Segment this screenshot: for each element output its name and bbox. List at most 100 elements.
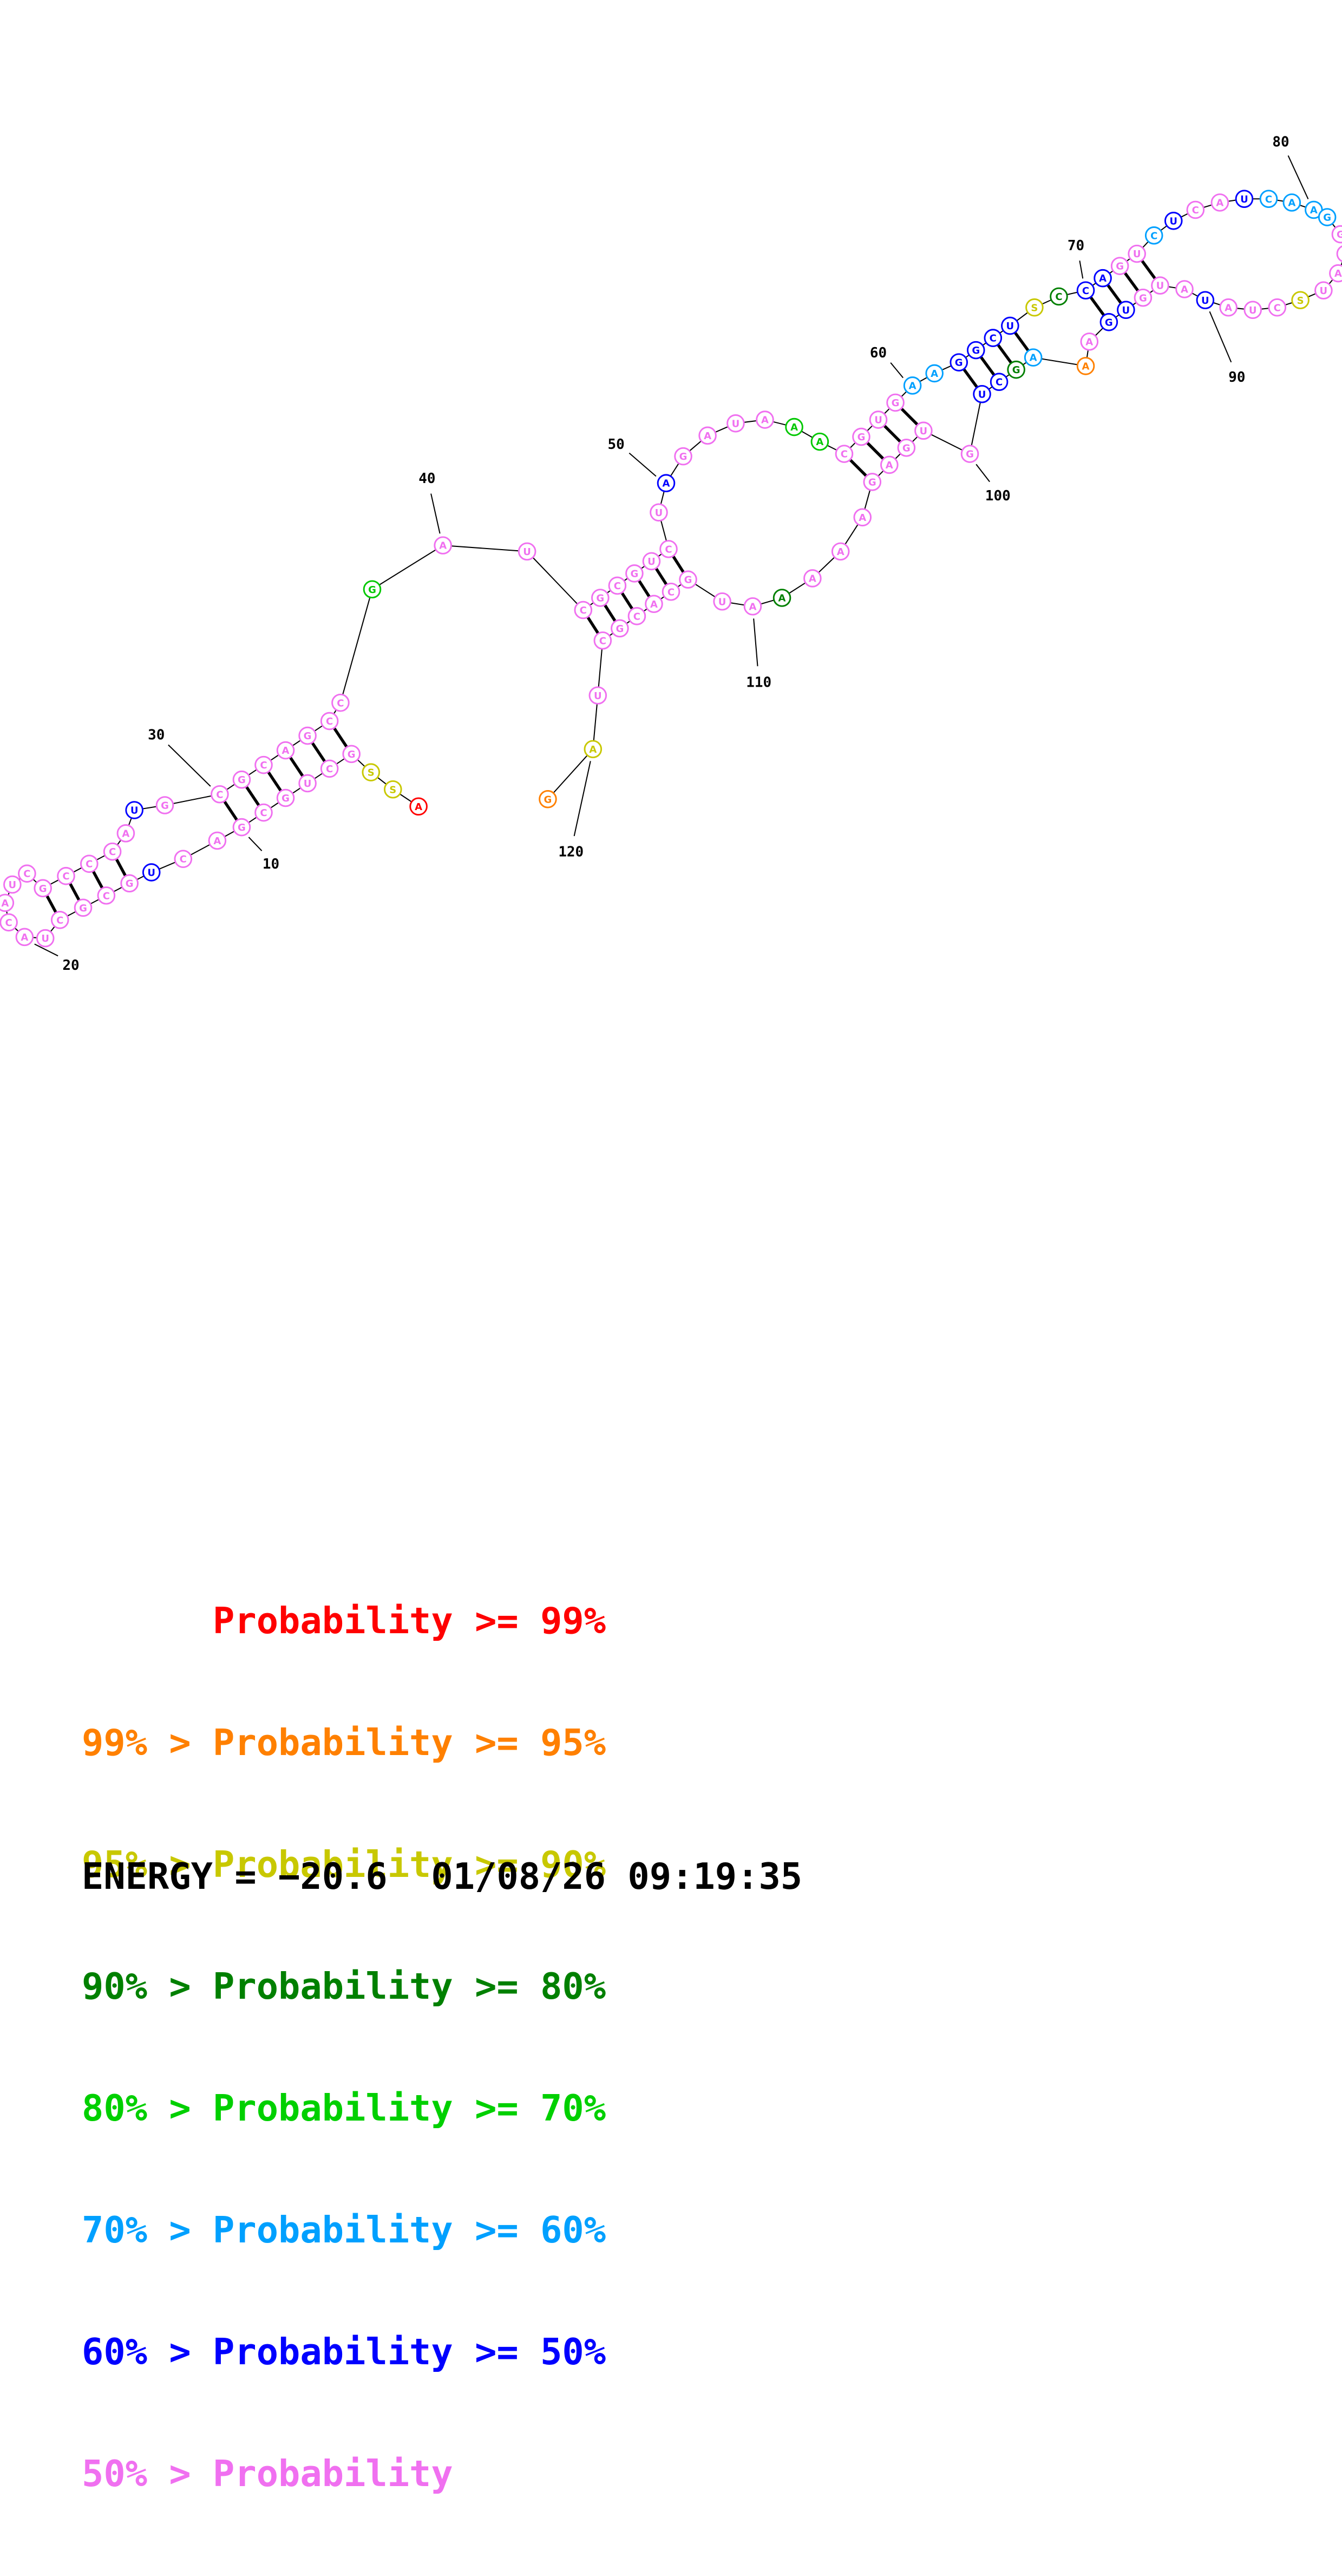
nucleotide-circle: [863, 473, 882, 491]
nucleotide-letter: G: [126, 878, 134, 890]
legend-row-below-50: 50% > Probability: [82, 2453, 453, 2495]
nucleotide-circle: [1329, 264, 1342, 283]
nucleotide-letter: G: [79, 903, 87, 914]
probability-legend: Probability >= 99% 99% > Probability >= …: [82, 1519, 606, 2575]
nucleotide-circle: [611, 619, 629, 638]
nucleotide-letter: U: [1133, 249, 1141, 260]
nucleotide-circle: [591, 589, 610, 607]
nucleotide-circle: [320, 712, 339, 731]
nucleotide-circle: [1151, 276, 1169, 295]
label-tick: [168, 744, 211, 787]
nucleotide-circle: [1076, 357, 1095, 375]
nucleotide-circle: [362, 763, 381, 781]
nucleotide-letter: A: [778, 593, 786, 604]
nucleotide-circle: [627, 607, 646, 625]
nucleotide-circle: [835, 445, 854, 463]
nucleotide-letter: A: [439, 540, 447, 552]
nucleotide-circle: [363, 580, 382, 599]
nucleotide-letter: U: [304, 778, 312, 790]
nucleotide-circle: [80, 855, 99, 873]
nucleotide-letter: G: [282, 793, 290, 804]
nucleotide-letter: C: [216, 789, 223, 800]
nucleotide-letter: C: [326, 716, 333, 727]
nucleotide-letter: A: [749, 601, 756, 612]
nucleotide-circle: [232, 818, 251, 837]
nucleotide-circle: [1314, 281, 1333, 300]
nucleotide-letter: G: [238, 774, 246, 786]
label-tick: [573, 761, 591, 837]
nucleotide-circle: [1175, 280, 1194, 298]
nucleotide-letter: U: [655, 507, 663, 519]
nucleotide-circle: [1196, 291, 1215, 310]
nucleotide-circle: [1186, 200, 1205, 219]
nucleotide-circle: [674, 447, 692, 466]
nucleotide-circle: [925, 364, 944, 383]
label-tick: [248, 837, 263, 851]
nucleotide-circle: [810, 432, 829, 451]
nucleotide-circle: [1110, 257, 1129, 275]
nucleotide-letter: C: [996, 377, 1003, 388]
nucleotide-letter: A: [1216, 198, 1223, 209]
position-label: 120: [558, 844, 584, 860]
position-label: 100: [985, 488, 1011, 504]
nucleotide-letter: G: [868, 477, 876, 488]
nucleotide-circle: [698, 426, 717, 445]
position-label: 40: [418, 471, 435, 487]
nucleotide-letter: G: [631, 568, 639, 579]
nucleotide-circle: [34, 879, 52, 898]
nucleotide-letter: A: [1225, 302, 1232, 314]
nucleotide-letter: G: [955, 357, 963, 369]
position-label: 110: [746, 674, 771, 690]
nucleotide-circle: [880, 455, 899, 474]
nucleotide-circle: [897, 439, 916, 457]
nucleotide-letter: C: [62, 871, 69, 882]
label-tick: [890, 362, 904, 379]
nucleotide-letter: A: [809, 573, 816, 584]
nucleotide-circle: [966, 341, 985, 360]
nucleotide-letter: G: [684, 575, 692, 586]
nucleotide-letter: A: [1, 898, 9, 909]
nucleotide-circle: [984, 329, 1003, 347]
backbone-line: [547, 748, 594, 800]
nucleotide-letter: U: [920, 426, 928, 437]
label-tick: [1209, 311, 1232, 363]
nucleotide-circle: [990, 373, 1009, 391]
nucleotide-letter: G: [1116, 261, 1124, 272]
nucleotide-circle: [645, 595, 663, 614]
nucleotide-circle: [15, 928, 34, 947]
nucleotide-circle: [1076, 281, 1095, 300]
nucleotide-letter: C: [599, 635, 606, 647]
nucleotide-circle: [914, 421, 933, 440]
nucleotide-letter: A: [663, 478, 670, 490]
backbone-line: [443, 545, 527, 552]
nucleotide-letter: A: [1099, 273, 1107, 284]
nucleotide-circle: [3, 875, 22, 894]
position-label: 50: [608, 436, 625, 453]
nucleotide-letter: A: [886, 460, 893, 471]
backbone-line: [165, 793, 220, 806]
nucleotide-letter: S: [1031, 302, 1038, 314]
nucleotide-letter: A: [21, 932, 28, 943]
nucleotide-letter: C: [990, 333, 997, 344]
nucleotide-circle: [785, 418, 803, 436]
nucleotide-circle: [1080, 332, 1099, 351]
nucleotide-circle: [588, 686, 607, 705]
nucleotide-letter: G: [972, 345, 980, 356]
nucleotide-circle: [650, 503, 668, 522]
nucleotide-letter: A: [761, 415, 769, 426]
nucleotide-circle: [1094, 269, 1112, 288]
label-tick: [1079, 260, 1084, 279]
nucleotide-letter: A: [790, 422, 798, 433]
nucleotide-letter: U: [41, 933, 49, 944]
nucleotide-letter: U: [647, 556, 656, 568]
nucleotide-circle: [1235, 190, 1254, 208]
nucleotide-circle: [1331, 225, 1342, 244]
legend-row-99: Probability >= 99%: [82, 1600, 606, 1642]
label-tick: [430, 493, 441, 534]
nucleotide-circle: [679, 570, 697, 589]
nucleotide-circle: [50, 911, 69, 929]
nucleotide-letter: C: [633, 611, 640, 622]
nucleotide-letter: S: [1297, 295, 1304, 306]
nucleotide-circle: [657, 474, 676, 492]
nucleotide-letter: C: [180, 854, 187, 865]
